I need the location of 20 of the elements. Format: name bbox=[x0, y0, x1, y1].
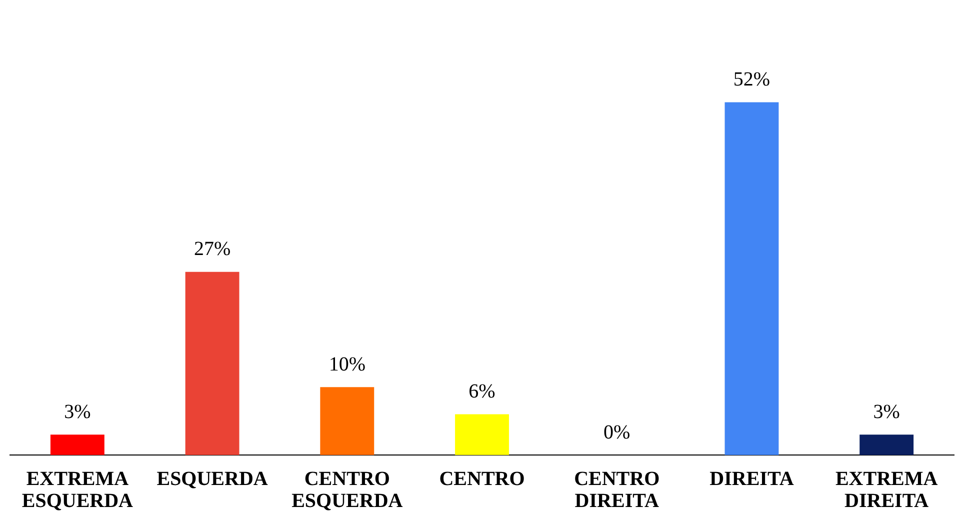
x-tick-label: ESQUERDA bbox=[156, 468, 268, 490]
x-tick-label: CENTRO ESQUERDA bbox=[292, 468, 404, 512]
x-tick-label: CENTRO DIREITA bbox=[574, 468, 660, 512]
bar bbox=[320, 387, 374, 455]
data-label: 27% bbox=[194, 238, 231, 260]
data-label: 10% bbox=[328, 353, 366, 376]
x-tick-label: EXTREMA DIREITA bbox=[835, 468, 938, 512]
data-label: 0% bbox=[604, 421, 630, 444]
x-tick-label: DIREITA bbox=[710, 468, 794, 490]
data-label: 3% bbox=[873, 400, 900, 423]
data-label: 3% bbox=[64, 400, 91, 423]
bar bbox=[860, 434, 914, 455]
bar bbox=[50, 434, 104, 455]
bar bbox=[455, 414, 509, 455]
data-label: 52% bbox=[733, 68, 770, 91]
x-tick-label: CENTRO bbox=[439, 468, 525, 490]
data-label: 6% bbox=[468, 380, 496, 403]
x-tick-label: EXTREMA ESQUERDA bbox=[22, 468, 134, 512]
bar bbox=[185, 272, 240, 455]
bar bbox=[724, 102, 779, 455]
